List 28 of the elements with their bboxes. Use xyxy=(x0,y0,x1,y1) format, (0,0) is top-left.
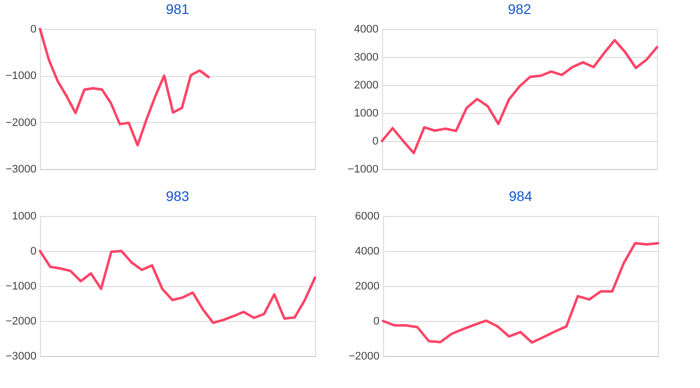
y-tick-label: 0 xyxy=(373,316,380,328)
y-tick-label: −2000 xyxy=(6,116,36,129)
line-series xyxy=(380,38,658,154)
y-tick-label: −3000 xyxy=(6,164,36,176)
line-series xyxy=(38,28,210,146)
line-series xyxy=(38,250,316,324)
chart-title: 983 xyxy=(166,188,190,204)
y-tick-label: 4000 xyxy=(354,24,378,36)
y-tick-label: 0 xyxy=(30,246,36,258)
y-tick-label: 3000 xyxy=(354,52,378,64)
line-series xyxy=(382,242,660,344)
y-tick-label: 2000 xyxy=(354,80,378,92)
y-tick-label: 2000 xyxy=(355,280,380,292)
y-tick-label: 0 xyxy=(372,136,378,148)
chart-title: 984 xyxy=(508,188,532,204)
chart-title: 982 xyxy=(508,1,532,17)
y-tick-label: −3000 xyxy=(6,350,36,362)
y-tick-label: −2000 xyxy=(348,350,380,362)
chart-title: 981 xyxy=(166,1,190,17)
y-tick-label: −1000 xyxy=(6,280,36,292)
y-tick-label: −1000 xyxy=(6,70,36,82)
y-tick-label: 1000 xyxy=(12,210,36,222)
y-tick-label: 0 xyxy=(30,24,36,36)
y-tick-label: −1000 xyxy=(348,164,378,176)
y-tick-label: 6000 xyxy=(355,210,380,222)
y-tick-label: 4000 xyxy=(355,246,380,258)
y-tick-label: −2000 xyxy=(6,316,36,328)
y-tick-label: 1000 xyxy=(354,108,378,120)
